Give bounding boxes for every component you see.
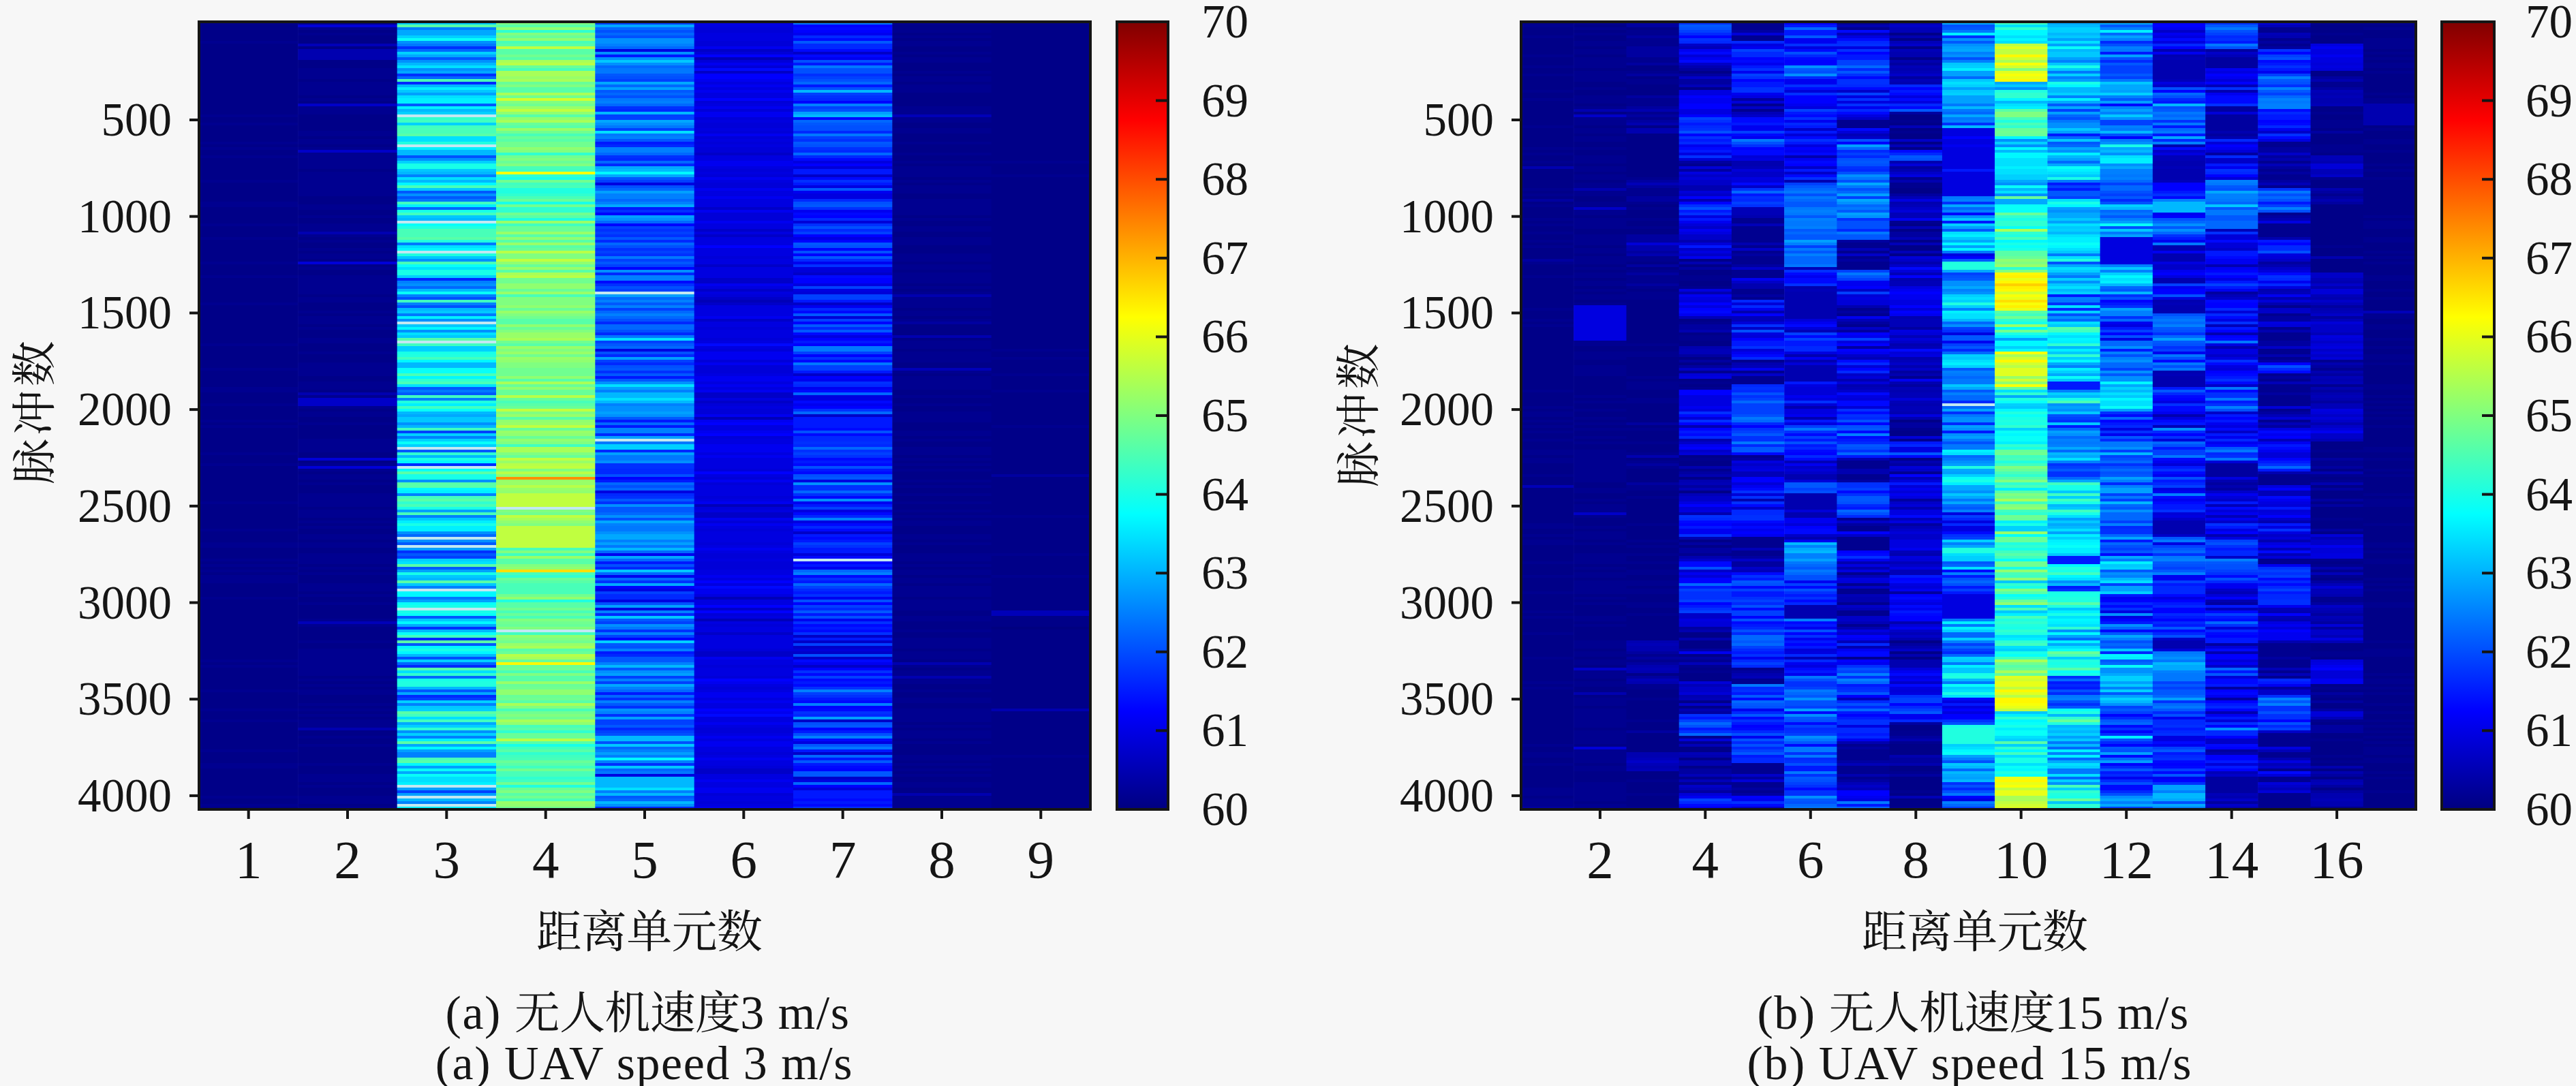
svg-text:(a) UAV speed 3 m/s: (a) UAV speed 3 m/s (435, 1037, 853, 1086)
svg-text:65: 65 (2526, 390, 2573, 441)
svg-text:500: 500 (102, 94, 172, 146)
svg-text:500: 500 (1424, 94, 1494, 146)
svg-text:67: 67 (1201, 232, 1248, 284)
svg-text:4000: 4000 (78, 770, 172, 822)
svg-text:1000: 1000 (78, 191, 172, 243)
svg-text:(b): (b) (1757, 987, 1815, 1039)
svg-text:1: 1 (235, 830, 262, 889)
svg-text:3500: 3500 (78, 673, 172, 725)
svg-text:61: 61 (1201, 704, 1248, 756)
svg-text:14: 14 (2205, 830, 2258, 889)
svg-text:61: 61 (2526, 704, 2573, 756)
svg-text:4000: 4000 (1400, 770, 1494, 822)
svg-text:(b) UAV speed 15 m/s: (b) UAV speed 15 m/s (1747, 1037, 2193, 1086)
svg-text:3: 3 (433, 830, 461, 889)
svg-text:(a): (a) (446, 987, 502, 1039)
svg-text:3500: 3500 (1400, 673, 1494, 725)
svg-text:6: 6 (1797, 830, 1824, 889)
svg-text:2: 2 (334, 830, 361, 889)
svg-text:3 m/s: 3 m/s (740, 987, 850, 1039)
svg-text:65: 65 (1201, 390, 1248, 441)
svg-text:1500: 1500 (1400, 287, 1494, 339)
svg-text:5: 5 (631, 830, 658, 889)
svg-text:2500: 2500 (1400, 480, 1494, 532)
svg-text:2: 2 (1586, 830, 1614, 889)
svg-text:3000: 3000 (1400, 577, 1494, 629)
svg-text:66: 66 (1201, 311, 1248, 362)
svg-text:1500: 1500 (78, 287, 172, 339)
svg-text:12: 12 (2100, 830, 2153, 889)
svg-text:66: 66 (2526, 311, 2573, 362)
svg-text:69: 69 (2526, 75, 2573, 127)
svg-text:2000: 2000 (1400, 384, 1494, 435)
svg-text:4: 4 (532, 830, 559, 889)
svg-text:15 m/s: 15 m/s (2055, 987, 2190, 1039)
svg-text:16: 16 (2310, 830, 2364, 889)
svg-text:60: 60 (2526, 784, 2573, 835)
svg-text:10: 10 (1994, 830, 2048, 889)
svg-text:60: 60 (1201, 784, 1248, 835)
svg-text:8: 8 (1903, 830, 1930, 889)
svg-text:8: 8 (928, 830, 955, 889)
svg-text:62: 62 (1201, 626, 1248, 678)
svg-text:63: 63 (2526, 547, 2573, 599)
svg-text:64: 64 (1201, 469, 1248, 521)
svg-text:70: 70 (2526, 0, 2573, 48)
svg-text:9: 9 (1028, 830, 1055, 889)
svg-text:6: 6 (731, 830, 758, 889)
svg-text:3000: 3000 (78, 577, 172, 629)
svg-text:4: 4 (1692, 830, 1719, 889)
svg-text:2500: 2500 (78, 480, 172, 532)
svg-text:7: 7 (829, 830, 857, 889)
svg-text:68: 68 (1201, 153, 1248, 205)
svg-text:2000: 2000 (78, 384, 172, 435)
svg-text:64: 64 (2526, 469, 2573, 521)
svg-text:70: 70 (1201, 0, 1248, 48)
svg-text:69: 69 (1201, 75, 1248, 127)
svg-text:62: 62 (2526, 626, 2573, 678)
svg-text:1000: 1000 (1400, 191, 1494, 243)
svg-text:68: 68 (2526, 153, 2573, 205)
svg-text:63: 63 (1201, 547, 1248, 599)
svg-text:67: 67 (2526, 232, 2573, 284)
